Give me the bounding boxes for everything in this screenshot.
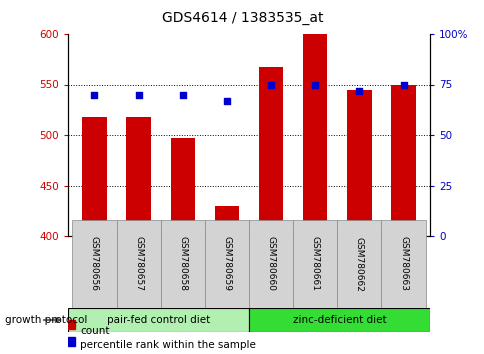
Bar	[82, 117, 106, 236]
Point	[223, 98, 230, 103]
Point	[179, 92, 186, 97]
Text: percentile rank within the sample: percentile rank within the sample	[80, 340, 256, 350]
Point	[135, 92, 142, 97]
Point	[311, 82, 318, 87]
Text: GDS4614 / 1383535_at: GDS4614 / 1383535_at	[162, 11, 322, 25]
Text: pair-fed control diet: pair-fed control diet	[106, 315, 210, 325]
Bar	[126, 117, 151, 236]
Bar	[302, 34, 327, 236]
Bar	[336, 220, 380, 308]
Bar	[258, 67, 283, 236]
Text: GSM780656: GSM780656	[90, 236, 99, 291]
Text: GSM780662: GSM780662	[354, 236, 363, 291]
Text: GSM780661: GSM780661	[310, 236, 319, 291]
Bar	[248, 220, 292, 308]
Bar	[116, 220, 160, 308]
Bar	[391, 85, 415, 236]
Bar	[68, 308, 248, 332]
Bar	[68, 337, 75, 346]
Text: GSM780657: GSM780657	[134, 236, 143, 291]
Bar	[248, 308, 429, 332]
Bar	[160, 220, 204, 308]
Bar	[380, 220, 424, 308]
Point	[267, 82, 274, 87]
Bar	[170, 138, 195, 236]
Bar	[72, 220, 116, 308]
Bar	[68, 320, 75, 329]
Text: zinc-deficient diet: zinc-deficient diet	[292, 315, 386, 325]
Point	[91, 92, 98, 97]
Text: GSM780660: GSM780660	[266, 236, 275, 291]
Text: growth protocol: growth protocol	[5, 315, 87, 325]
Point	[355, 88, 363, 93]
Bar	[347, 90, 371, 236]
Text: GSM780659: GSM780659	[222, 236, 231, 291]
Point	[399, 82, 407, 87]
Text: GSM780658: GSM780658	[178, 236, 187, 291]
Bar	[204, 220, 248, 308]
Bar	[292, 220, 336, 308]
Bar	[214, 206, 239, 236]
Text: count: count	[80, 326, 109, 336]
Text: GSM780663: GSM780663	[398, 236, 407, 291]
